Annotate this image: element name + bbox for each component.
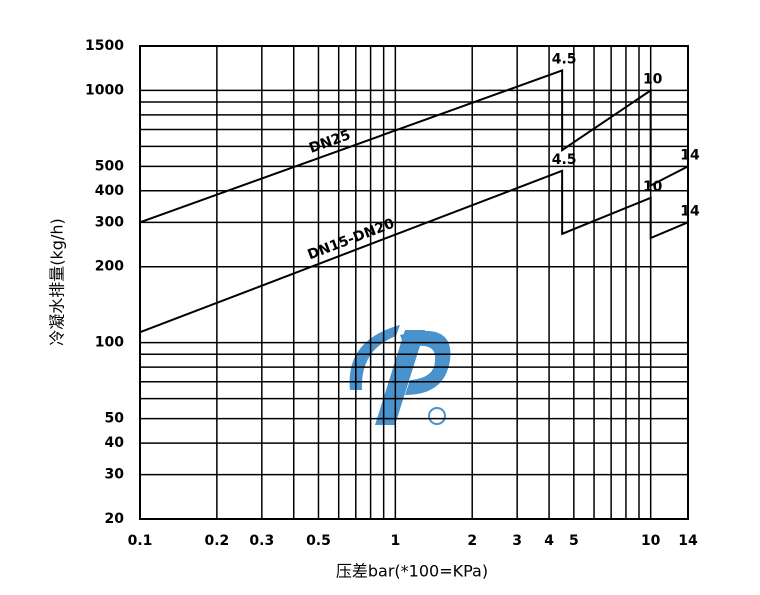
segment-label: 10 bbox=[643, 71, 663, 87]
x-tick-label: 1 bbox=[390, 533, 400, 549]
series-line bbox=[139, 169, 689, 334]
y-tick-label: 400 bbox=[95, 183, 124, 199]
x-tick-label: 0.1 bbox=[128, 533, 153, 549]
x-tick-label: 5 bbox=[569, 533, 579, 549]
x-tick-label: 3 bbox=[512, 533, 522, 549]
series-line bbox=[139, 69, 689, 224]
watermark-logo bbox=[349, 325, 451, 425]
y-tick-label: 20 bbox=[105, 511, 125, 527]
y-tick-label: 50 bbox=[105, 411, 125, 427]
x-tick-label: 2 bbox=[467, 533, 477, 549]
y-axis-label: 冷凝水排量(kg/h) bbox=[48, 218, 67, 345]
x-tick-label: 0.5 bbox=[306, 533, 331, 549]
series-label: DN25 bbox=[307, 127, 353, 157]
y-tick-label: 1000 bbox=[85, 82, 124, 98]
y-tick-label: 40 bbox=[105, 435, 125, 451]
y-tick-label: 500 bbox=[95, 158, 124, 174]
segment-label: 10 bbox=[643, 179, 663, 195]
y-tick-label: 300 bbox=[95, 214, 124, 230]
plot-border bbox=[139, 45, 689, 520]
x-tick-label: 0.3 bbox=[249, 533, 274, 549]
x-tick-label: 14 bbox=[678, 533, 698, 549]
y-tick-label: 1500 bbox=[85, 38, 124, 54]
x-tick-label: 0.2 bbox=[204, 533, 229, 549]
segment-label: 14 bbox=[680, 147, 700, 163]
x-tick-label: 4 bbox=[544, 533, 554, 549]
x-tick-label: 10 bbox=[641, 533, 661, 549]
y-tick-label: 30 bbox=[105, 467, 125, 483]
y-tick-label: 100 bbox=[95, 335, 124, 351]
y-tick-label: 200 bbox=[95, 259, 124, 275]
segment-label: 14 bbox=[680, 203, 700, 219]
x-axis-label: 压差bar(*100=KPa) bbox=[336, 562, 488, 581]
segment-label: 4.5 bbox=[552, 51, 577, 67]
segment-label: 4.5 bbox=[552, 152, 577, 168]
